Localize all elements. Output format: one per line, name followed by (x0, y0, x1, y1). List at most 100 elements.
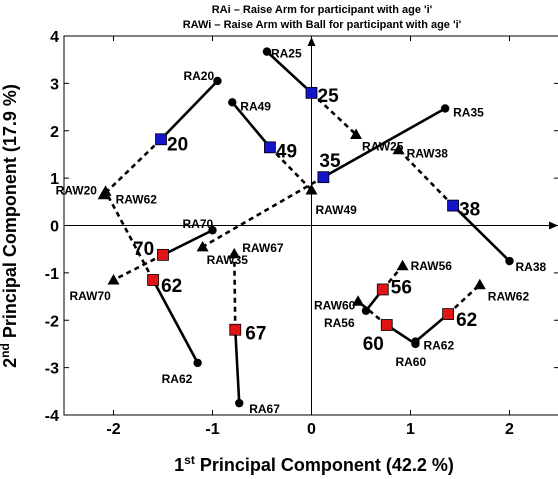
ra-point-marker (235, 398, 244, 408)
raw-connector-line (104, 190, 155, 281)
ra-point-marker (213, 76, 222, 86)
y-tick-label: 0 (50, 219, 59, 236)
x-tick-label: -2 (106, 421, 120, 438)
point-labels: 20 RA20 RAW20 25 RA25 RAW25 35 RA35 RAW35 38 RA38 R… (56, 47, 547, 417)
ra-label: RA62 (162, 372, 193, 386)
raw-point-marker (228, 247, 241, 259)
raw-connector-line (397, 148, 455, 207)
annotation-ra: RAi – Raise Arm for participant with age… (212, 4, 433, 16)
ra-label: RA70 (183, 217, 214, 231)
ra-connector-line (233, 329, 241, 404)
annotation-raw: RAWi – Raise Arm with Ball for participa… (183, 19, 462, 31)
raw-label: RAW35 (207, 253, 249, 267)
ra-connector-line (452, 204, 511, 262)
raw-label: RAW70 (70, 289, 112, 303)
ra-point-marker (262, 47, 272, 56)
raw-point-marker (352, 295, 365, 306)
center-label: 49 (276, 141, 297, 162)
raw-connector-line (232, 253, 237, 330)
raw-label: RAW62 (116, 192, 158, 206)
ra-label: RA67 (249, 402, 280, 416)
center-label: 62 (161, 276, 182, 297)
y-axis-arrow (307, 37, 316, 46)
center-label: 67 (245, 324, 266, 345)
raw-label: RAW20 (56, 184, 98, 198)
ra-point-marker (208, 226, 217, 235)
center-label: 60 (363, 334, 384, 355)
x-axis-label: 1st Principal Component (42.2 %) (174, 453, 454, 475)
center-marker (447, 199, 459, 212)
ra-connector-line (162, 229, 214, 257)
x-tick-label: -1 (205, 421, 219, 438)
ra-label: RA25 (271, 47, 302, 61)
ra-connector-line (160, 80, 219, 141)
ra-point-marker (505, 256, 514, 266)
center-marker (380, 319, 393, 331)
y-tick-label: -1 (45, 266, 59, 283)
center-label: 56 (391, 277, 412, 298)
center-label: 35 (319, 151, 341, 172)
raw-label: RAW62 (488, 290, 530, 304)
ra-point-marker (193, 358, 202, 368)
center-marker (157, 248, 169, 261)
ra-label: RA38 (516, 260, 547, 274)
raw-label: RAW67 (242, 241, 284, 255)
ra-label: RA20 (183, 69, 214, 83)
ra-label: RA49 (240, 99, 271, 113)
center-marker (376, 283, 389, 296)
center-marker (317, 171, 330, 184)
raw-connector-line (112, 253, 164, 282)
ra-connector-line (266, 50, 313, 94)
ra-label: RA56 (324, 316, 355, 330)
raw-point-marker (392, 143, 405, 155)
ra-label: RA35 (453, 105, 484, 119)
ra-point-marker (361, 306, 371, 315)
raw-connector-line (310, 91, 357, 136)
center-marker (305, 86, 318, 99)
y-axis-label: 2nd Principal Component (17.9 %) (0, 84, 20, 368)
raw-point-marker (396, 259, 409, 271)
raw-connector-line (447, 283, 481, 316)
center-label: 62 (456, 310, 477, 331)
raw-point-marker (305, 183, 318, 195)
raw-label: RAW60 (314, 298, 356, 312)
ra-point-marker (228, 98, 237, 107)
center-label: 20 (167, 134, 188, 155)
raw-connector-line (102, 138, 162, 196)
raw-point-marker (196, 240, 209, 252)
y-tick-label: 3 (50, 76, 59, 93)
connector-lines (102, 50, 511, 404)
raw-label: RAW25 (362, 140, 404, 154)
raw-label: RAW38 (407, 147, 449, 161)
raw-connector-line (268, 146, 313, 191)
y-tick-label: 4 (50, 29, 59, 46)
ra-point-marker (411, 337, 420, 346)
center-label: 70 (133, 239, 154, 260)
raw-label: RAW49 (316, 203, 358, 217)
ra-connector-line (322, 107, 446, 179)
y-tick-label: 2 (50, 124, 59, 141)
tick-labels: -2 -1 0 1 2 4 3 2 1 0 -1 -2 -3 -4 (45, 29, 558, 438)
x-tick-label: 2 (505, 421, 514, 438)
y-tick-label: 1 (50, 171, 59, 188)
center-marker (147, 274, 160, 286)
raw-point-marker (473, 278, 486, 290)
markers (97, 47, 514, 408)
y-tick-label: -3 (45, 361, 59, 378)
center-marker (264, 141, 276, 154)
raw-point-marker (107, 273, 120, 285)
center-label: 25 (318, 86, 340, 107)
raw-point-marker (99, 185, 112, 196)
y-tick-label: -2 (45, 313, 59, 330)
ra-point-marker (440, 104, 450, 113)
raw-label: RAW56 (411, 259, 453, 273)
center-marker (442, 308, 455, 320)
raw-point-marker (350, 128, 363, 140)
ra-connector-line (231, 101, 271, 149)
center-marker (155, 133, 167, 146)
y-tick-label: -4 (45, 408, 59, 425)
ra-label: RA60 (395, 355, 426, 369)
x-tick-label: 0 (307, 421, 316, 438)
center-marker (229, 323, 242, 336)
